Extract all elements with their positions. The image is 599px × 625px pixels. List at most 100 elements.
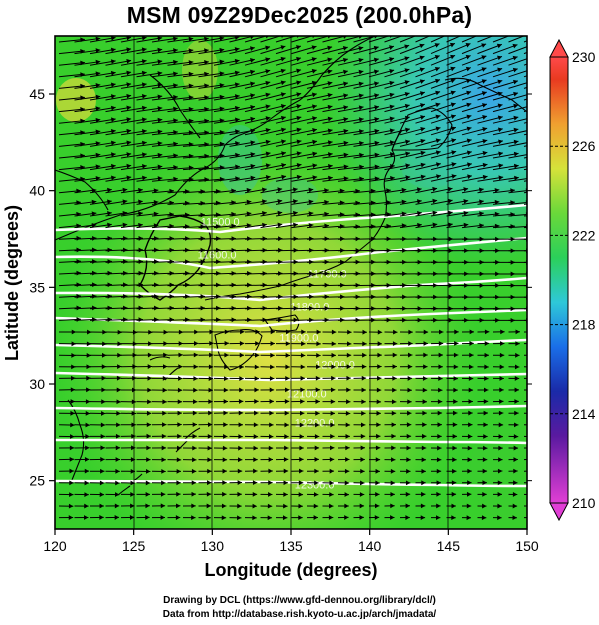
- wind-arrow-head: [543, 55, 548, 59]
- wind-arrow-head: [432, 210, 438, 216]
- wind-arrow-head: [390, 480, 396, 486]
- wind-arrow-head: [173, 83, 178, 88]
- wind-arrow-head: [122, 270, 128, 276]
- wind-arrow-head: [265, 116, 271, 121]
- wind-arrow-head: [331, 364, 336, 370]
- wind-arrow-head: [331, 329, 337, 335]
- wind-arrow-head: [192, 457, 197, 463]
- wind-arrow: [260, 36, 282, 43]
- wind-arrow-head: [405, 503, 410, 509]
- wind-arrow-head: [130, 457, 136, 462]
- wind-arrow-head: [296, 92, 302, 97]
- wind-arrow-head: [451, 174, 457, 179]
- wind-arrow: [523, 145, 527, 147]
- wind-arrow-head: [420, 138, 426, 144]
- wind-arrow-head: [161, 433, 167, 439]
- wind-arrow-head: [466, 515, 472, 521]
- wind-arrow-head: [107, 317, 112, 322]
- wind-arrow-head: [280, 56, 286, 62]
- colorbar-label: 210: [572, 495, 596, 511]
- y-tick-label: 40: [29, 183, 45, 199]
- wind-arrow-head: [153, 282, 159, 288]
- wind-arrow-head: [408, 329, 413, 335]
- wind-arrow-head: [250, 152, 256, 157]
- wind-arrow-head: [344, 503, 349, 509]
- wind-arrow-head: [529, 422, 533, 427]
- wind-arrow-head: [296, 68, 302, 74]
- wind-arrow-head: [423, 341, 428, 346]
- wind-arrow-head: [328, 175, 333, 181]
- wind-arrow-head: [422, 376, 428, 381]
- wind-arrow-head: [153, 199, 159, 205]
- wind-arrow-head: [280, 68, 286, 74]
- wind-arrow-head: [138, 199, 143, 205]
- wind-arrow-head: [129, 515, 135, 520]
- wind-arrow-head: [254, 364, 260, 370]
- wind-arrow-head: [374, 515, 380, 520]
- wind-arrow-head: [284, 399, 290, 404]
- wind-arrow-head: [405, 127, 410, 133]
- wind-arrow-head: [390, 175, 395, 181]
- wind-arrow-head: [432, 222, 438, 228]
- x-tick-label: 140: [358, 538, 382, 554]
- wind-arrow-head: [280, 80, 286, 86]
- wind-arrow-head: [468, 399, 473, 404]
- wind-arrow-head: [163, 329, 168, 335]
- wind-arrow-head: [153, 317, 159, 323]
- wind-arrow-head: [284, 422, 289, 428]
- wind-arrow-head: [91, 199, 97, 205]
- wind-arrow-head: [254, 399, 259, 404]
- wind-arrow-head: [530, 376, 534, 381]
- wind-arrow-head: [70, 387, 76, 393]
- wind-arrow-head: [498, 139, 503, 145]
- wind-arrow-head: [513, 163, 519, 169]
- wind-arrow-head: [223, 422, 228, 428]
- wind-arrow-head: [347, 329, 352, 335]
- wind-arrow-head: [185, 270, 190, 276]
- wind-arrow-head: [234, 58, 240, 64]
- wind-arrow-head: [250, 140, 256, 146]
- wind-arrow-head: [85, 434, 90, 439]
- wind-arrow-head: [482, 468, 488, 474]
- colorbar-label: 218: [572, 317, 596, 333]
- wind-arrow-head: [283, 503, 288, 509]
- wind-arrow-head: [101, 399, 106, 405]
- wind-arrow-head: [265, 69, 271, 74]
- wind-arrow-head: [344, 480, 350, 486]
- wind-arrow-head: [451, 491, 457, 497]
- wind-arrow-head: [529, 457, 533, 462]
- wind-arrow-head: [358, 117, 364, 122]
- wind-arrow-head: [91, 222, 97, 228]
- wind-arrow-head: [329, 480, 334, 486]
- colorbar-label: 214: [572, 406, 596, 422]
- wind-arrow-head: [315, 375, 321, 381]
- wind-arrow-head: [327, 128, 333, 134]
- wind-arrow-head: [285, 387, 290, 393]
- wind-arrow-head: [153, 236, 159, 241]
- wind-arrow-head: [254, 376, 260, 381]
- wind-arrow-head: [163, 341, 168, 346]
- wind-arrow-head: [250, 128, 256, 134]
- wind-arrow-head: [270, 329, 276, 335]
- wind-arrow-head: [253, 468, 258, 474]
- wind-arrow-head: [130, 480, 135, 486]
- wind-arrow-head: [499, 352, 505, 358]
- wind-arrow-head: [481, 55, 487, 60]
- wind-arrow-head: [146, 410, 152, 416]
- wind-arrow-head: [296, 45, 301, 50]
- wind-arrow-head: [161, 445, 167, 451]
- wind-arrow-head: [528, 504, 532, 509]
- wind-arrow-head: [500, 341, 505, 346]
- wind-arrow-head: [145, 480, 151, 486]
- wind-arrow-head: [343, 69, 348, 75]
- wind-arrow-head: [110, 163, 116, 169]
- wind-arrow-head: [316, 352, 321, 358]
- wind-arrow-head: [544, 103, 549, 108]
- wind-arrow-head: [162, 364, 168, 370]
- wind-arrow-head: [277, 199, 283, 204]
- wind-arrow-head: [346, 375, 351, 381]
- wind-arrow-head: [138, 305, 143, 311]
- wind-arrow-head: [542, 306, 546, 311]
- wind-arrow-head: [268, 434, 274, 439]
- wind-arrow-head: [531, 341, 535, 346]
